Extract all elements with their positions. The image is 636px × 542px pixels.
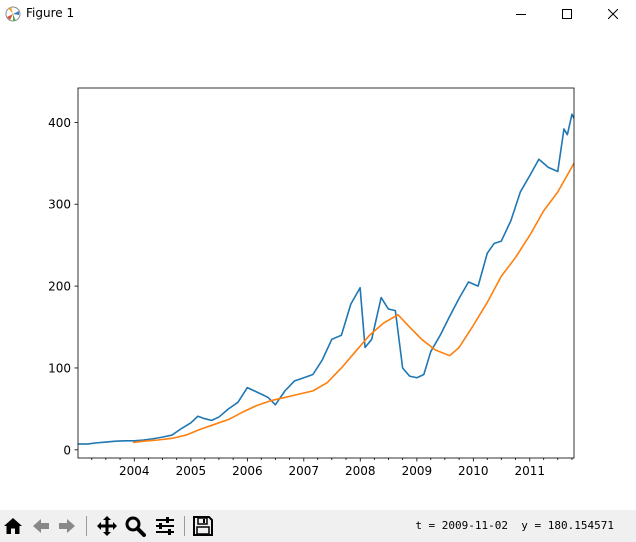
- matplotlib-icon: [4, 5, 22, 23]
- home-icon: [4, 518, 22, 534]
- minimize-button[interactable]: [498, 0, 544, 28]
- x-tick-label: 2007: [289, 464, 320, 478]
- minimize-icon: [516, 14, 526, 15]
- x-tick-label: 2008: [345, 464, 376, 478]
- toolbar-separator: [184, 516, 185, 536]
- navigation-toolbar: t = 2009-11-02 y = 180.154571: [0, 510, 636, 542]
- x-tick-label: 2006: [232, 464, 263, 478]
- window-titlebar: Figure 1: [0, 0, 636, 28]
- x-tick-label: 2010: [458, 464, 489, 478]
- maximize-icon: [562, 9, 572, 19]
- close-icon: [608, 9, 618, 19]
- axes-frame: [77, 87, 575, 459]
- window-title: Figure 1: [26, 6, 75, 20]
- forward-icon: [59, 519, 75, 533]
- save-button[interactable]: [190, 513, 216, 539]
- cursor-coordinates: t = 2009-11-02 y = 180.154571: [415, 519, 614, 532]
- x-tick-label: 2005: [176, 464, 207, 478]
- series-line-2: [132, 162, 574, 444]
- figure-canvas[interactable]: 2004 2005 2006 2007 2008 2009 2010 2011 0 100 200 3…: [0, 28, 636, 510]
- configure-subplots-button[interactable]: [152, 513, 178, 539]
- close-button[interactable]: [590, 0, 636, 28]
- y-tick-label: 100: [48, 361, 71, 375]
- configure-subplots-icon: [156, 517, 174, 535]
- x-tick-label: 2009: [402, 464, 433, 478]
- forward-button[interactable]: [54, 513, 80, 539]
- y-tick-label: 400: [48, 116, 71, 130]
- series-line-1: [78, 113, 574, 445]
- line-chart[interactable]: 2004 2005 2006 2007 2008 2009 2010 2011 0 100 200 3…: [0, 28, 636, 510]
- x-tick-label: 2004: [119, 464, 150, 478]
- maximize-button[interactable]: [544, 0, 590, 28]
- pan-icon: [97, 516, 117, 536]
- pan-button[interactable]: [94, 513, 120, 539]
- y-tick-label: 300: [48, 198, 71, 212]
- back-button[interactable]: [28, 513, 54, 539]
- x-tick-label: 2011: [514, 464, 545, 478]
- zoom-button[interactable]: [122, 513, 148, 539]
- zoom-icon: [125, 516, 146, 537]
- y-tick-label: 200: [48, 280, 71, 294]
- toolbar-separator: [86, 516, 87, 536]
- back-icon: [33, 519, 49, 533]
- home-button[interactable]: [0, 513, 26, 539]
- y-tick-label: 0: [63, 443, 71, 457]
- save-icon: [193, 516, 213, 536]
